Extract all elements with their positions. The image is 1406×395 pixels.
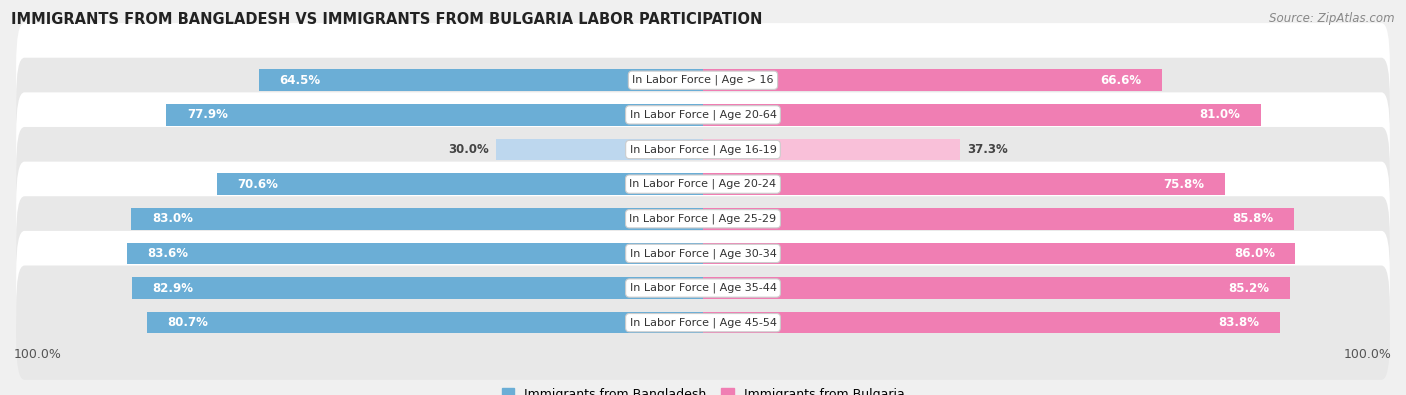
Text: In Labor Force | Age 20-64: In Labor Force | Age 20-64	[630, 110, 776, 120]
Bar	[703, 312, 1281, 333]
Bar	[703, 70, 1161, 91]
Bar	[703, 139, 960, 160]
Bar	[217, 173, 703, 195]
Bar	[127, 243, 703, 264]
Text: 75.8%: 75.8%	[1164, 178, 1205, 191]
Text: 82.9%: 82.9%	[152, 282, 194, 295]
Bar	[132, 277, 703, 299]
Text: In Labor Force | Age > 16: In Labor Force | Age > 16	[633, 75, 773, 85]
Text: 86.0%: 86.0%	[1234, 247, 1275, 260]
FancyBboxPatch shape	[15, 92, 1391, 207]
Text: 81.0%: 81.0%	[1199, 108, 1240, 121]
Text: In Labor Force | Age 30-34: In Labor Force | Age 30-34	[630, 248, 776, 259]
Bar	[703, 173, 1225, 195]
Bar	[496, 139, 703, 160]
Text: 37.3%: 37.3%	[967, 143, 1008, 156]
Bar	[166, 104, 703, 126]
Text: 64.5%: 64.5%	[280, 74, 321, 87]
FancyBboxPatch shape	[15, 196, 1391, 310]
Text: In Labor Force | Age 35-44: In Labor Force | Age 35-44	[630, 283, 776, 293]
Text: 85.2%: 85.2%	[1229, 282, 1270, 295]
Text: IMMIGRANTS FROM BANGLADESH VS IMMIGRANTS FROM BULGARIA LABOR PARTICIPATION: IMMIGRANTS FROM BANGLADESH VS IMMIGRANTS…	[11, 12, 762, 27]
Text: 100.0%: 100.0%	[1344, 348, 1392, 361]
Bar	[703, 277, 1289, 299]
Text: In Labor Force | Age 25-29: In Labor Force | Age 25-29	[630, 214, 776, 224]
Text: In Labor Force | Age 16-19: In Labor Force | Age 16-19	[630, 144, 776, 155]
Bar	[259, 70, 703, 91]
FancyBboxPatch shape	[15, 162, 1391, 276]
FancyBboxPatch shape	[15, 231, 1391, 345]
Text: 66.6%: 66.6%	[1099, 74, 1142, 87]
Text: In Labor Force | Age 45-54: In Labor Force | Age 45-54	[630, 318, 776, 328]
Text: 83.6%: 83.6%	[148, 247, 188, 260]
Bar	[148, 312, 703, 333]
Text: 30.0%: 30.0%	[449, 143, 489, 156]
FancyBboxPatch shape	[15, 265, 1391, 380]
Text: Source: ZipAtlas.com: Source: ZipAtlas.com	[1270, 12, 1395, 25]
Text: 85.8%: 85.8%	[1232, 212, 1274, 225]
FancyBboxPatch shape	[15, 127, 1391, 241]
Text: 80.7%: 80.7%	[167, 316, 208, 329]
Bar	[703, 243, 1295, 264]
Text: 100.0%: 100.0%	[14, 348, 62, 361]
Text: 83.0%: 83.0%	[152, 212, 193, 225]
Legend: Immigrants from Bangladesh, Immigrants from Bulgaria: Immigrants from Bangladesh, Immigrants f…	[496, 383, 910, 395]
Bar	[703, 104, 1261, 126]
Text: 77.9%: 77.9%	[187, 108, 228, 121]
Text: 70.6%: 70.6%	[238, 178, 278, 191]
FancyBboxPatch shape	[15, 58, 1391, 172]
Bar	[131, 208, 703, 229]
Text: In Labor Force | Age 20-24: In Labor Force | Age 20-24	[630, 179, 776, 189]
Text: 83.8%: 83.8%	[1219, 316, 1260, 329]
FancyBboxPatch shape	[15, 23, 1391, 137]
Bar	[703, 208, 1294, 229]
